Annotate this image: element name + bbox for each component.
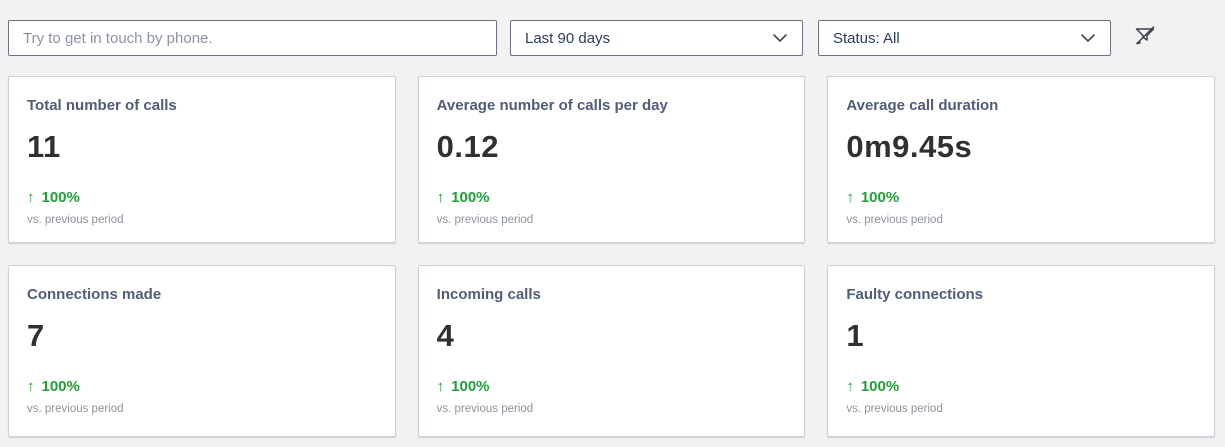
card-title: Faulty connections [846, 286, 984, 303]
card-comparison-label: vs. previous period [27, 214, 124, 226]
status-dropdown-value: Status: All [833, 29, 900, 47]
clear-filters-button[interactable] [1130, 23, 1160, 53]
period-dropdown[interactable]: Last 90 days [510, 20, 803, 56]
stat-card-avg-call-duration: Average call duration 0m9.45s ↑ 100% vs.… [827, 76, 1215, 243]
card-title: Total number of calls [27, 97, 177, 114]
filter-off-icon [1133, 24, 1157, 53]
card-value: 1 [846, 318, 865, 353]
card-comparison-label: vs. previous period [436, 214, 534, 226]
stat-card-faulty-connections: Faulty connections 1 ↑ 100% vs. previous… [827, 265, 1215, 437]
delta-percent: 100% [41, 189, 80, 206]
kpi-card-grid: Total number of calls 11 ↑ 100% vs. prev… [8, 76, 1215, 437]
card-title: Average call duration [846, 97, 999, 114]
delta-percent: 100% [860, 378, 900, 395]
chevron-down-icon [772, 33, 788, 43]
card-title: Incoming calls [436, 286, 541, 303]
card-title: Connections made [27, 286, 162, 303]
delta-percent: 100% [860, 189, 900, 206]
delta-percent: 100% [451, 189, 490, 206]
card-value: 11 [27, 129, 61, 164]
chevron-down-icon [1080, 33, 1096, 43]
card-comparison-label: vs. previous period [846, 403, 943, 415]
search-input[interactable] [8, 20, 497, 56]
card-value: 0.12 [436, 129, 499, 164]
stat-card-avg-calls-per-day: Average number of calls per day 0.12 ↑ 1… [417, 76, 806, 243]
card-value: 0m9.45s [846, 129, 973, 164]
trend-up-icon: ↑ [436, 378, 445, 395]
period-dropdown-value: Last 90 days [525, 29, 611, 47]
trend-up-icon: ↑ [27, 189, 35, 206]
card-delta: ↑ 100% [27, 378, 377, 395]
stat-card-connections-made: Connections made 7 ↑ 100% vs. previous p… [8, 265, 396, 437]
status-dropdown[interactable]: Status: All [818, 20, 1111, 56]
card-comparison-label: vs. previous period [436, 403, 534, 415]
card-comparison-label: vs. previous period [27, 403, 124, 415]
delta-percent: 100% [451, 378, 490, 395]
delta-percent: 100% [41, 378, 80, 395]
card-delta: ↑ 100% [437, 189, 787, 206]
card-comparison-label: vs. previous period [846, 214, 943, 226]
card-value: 4 [436, 318, 455, 353]
stat-card-total-calls: Total number of calls 11 ↑ 100% vs. prev… [8, 76, 396, 243]
trend-up-icon: ↑ [27, 378, 35, 395]
card-delta: ↑ 100% [846, 189, 1196, 206]
card-delta: ↑ 100% [846, 378, 1196, 395]
card-title: Average number of calls per day [436, 97, 668, 114]
trend-up-icon: ↑ [846, 378, 854, 395]
card-value: 7 [27, 318, 45, 353]
filter-bar: Last 90 days Status: All [0, 0, 1225, 56]
trend-up-icon: ↑ [436, 189, 445, 206]
card-delta: ↑ 100% [437, 378, 787, 395]
trend-up-icon: ↑ [846, 189, 854, 206]
stat-card-incoming-calls: Incoming calls 4 ↑ 100% vs. previous per… [417, 265, 806, 437]
card-delta: ↑ 100% [27, 189, 377, 206]
